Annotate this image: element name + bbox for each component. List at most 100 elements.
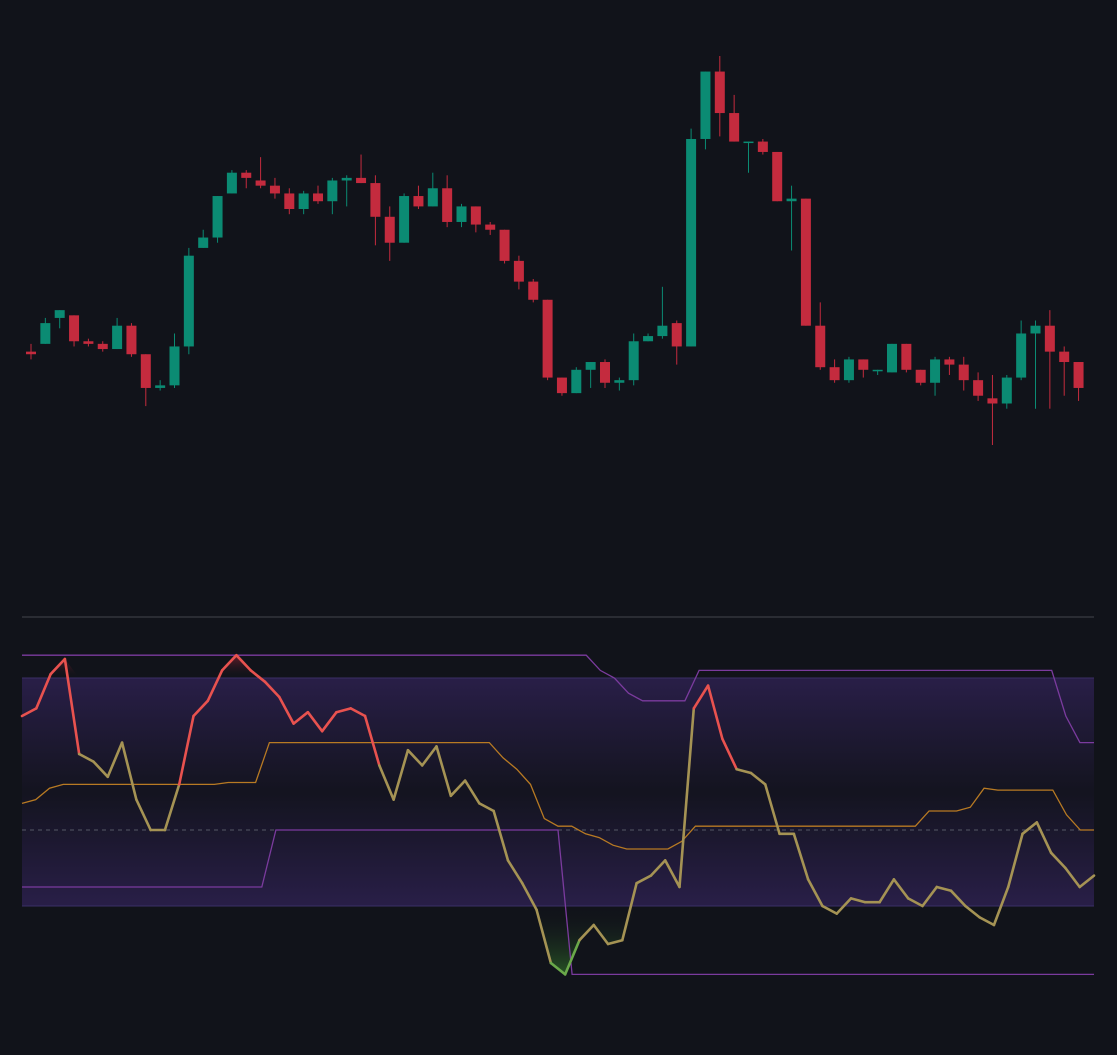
oscillator-segment <box>478 802 495 813</box>
candle-body <box>556 377 567 394</box>
oscillator-segment <box>34 672 52 710</box>
candle-body <box>399 196 410 243</box>
oscillator-segment <box>949 889 967 908</box>
candle-body <box>930 359 941 383</box>
oscillator-segment <box>964 904 981 919</box>
oscillator-segment <box>420 745 438 767</box>
candle-body <box>1073 362 1084 388</box>
candle-body <box>470 206 481 225</box>
candle-body <box>657 325 668 337</box>
oscillator-segment <box>578 923 596 942</box>
oscillator-segment <box>277 695 295 725</box>
candle-body <box>413 196 424 207</box>
candle-body <box>958 364 969 381</box>
candle-body <box>643 336 654 342</box>
oscillator-segment <box>835 897 853 915</box>
oscillator-band <box>22 678 1094 906</box>
candle-body <box>140 354 151 388</box>
candle-body <box>987 398 998 404</box>
candle-body <box>915 369 926 383</box>
overbought-fill <box>22 655 1094 678</box>
oscillator-segment <box>306 710 324 733</box>
oscillator-segment <box>235 653 252 672</box>
candle-body <box>241 172 252 178</box>
oscillator-segment <box>621 881 638 942</box>
oscillator-segment <box>763 783 781 836</box>
oscillator-segment <box>463 779 481 805</box>
oscillator-segment <box>906 897 924 908</box>
candle-body <box>542 299 553 378</box>
upper-channel-line <box>22 654 1094 744</box>
candle-body <box>872 369 883 372</box>
candle-body <box>815 325 826 368</box>
candle-body <box>427 188 438 207</box>
candle-body <box>456 206 467 222</box>
candle-body <box>97 343 108 350</box>
candle-body <box>313 193 323 202</box>
oscillator-segment <box>120 741 138 801</box>
candle-body <box>298 193 309 210</box>
candle-body <box>1016 333 1027 378</box>
oscillator-segment <box>635 874 653 885</box>
candle-body <box>944 359 955 365</box>
candle-body <box>829 367 840 381</box>
oscillator-segment <box>606 938 624 946</box>
candle-body <box>585 362 596 370</box>
candle-body <box>54 310 65 318</box>
candle-body <box>284 193 295 210</box>
candle-body <box>700 71 711 139</box>
candle-body <box>571 369 582 394</box>
candle-body <box>600 362 610 383</box>
oscillator-segment <box>535 908 553 965</box>
candle-body <box>628 341 639 381</box>
oscillator-segment <box>735 767 753 775</box>
oscillator-segment <box>520 881 538 912</box>
oscillator-segment <box>49 657 67 676</box>
candle-body <box>858 359 869 370</box>
candle-body <box>327 180 338 202</box>
oscillator-segment <box>849 897 867 904</box>
oscillator-segment <box>435 745 453 798</box>
candle-body <box>1044 325 1055 352</box>
oscillator-segment <box>492 809 510 862</box>
candle-body <box>499 229 510 261</box>
candle-body <box>1059 351 1070 363</box>
oscillator-segment <box>106 741 124 779</box>
candle-body <box>901 343 912 370</box>
oscillator-segment <box>206 669 224 703</box>
oscillator-segment <box>921 885 939 908</box>
candle-body <box>1001 377 1012 404</box>
oscillator-segment <box>563 938 581 976</box>
oscillator-pane <box>20 653 1096 976</box>
oscillator-segment <box>806 878 824 908</box>
oscillator-segment <box>663 859 681 889</box>
candle-body <box>772 151 783 202</box>
oscillator-segment <box>135 798 152 832</box>
oscillator-segment <box>177 714 195 786</box>
oscillator-segment <box>1021 821 1039 836</box>
candle-body <box>714 71 725 114</box>
oscillator-segment <box>406 748 424 767</box>
oscillator-segment <box>821 904 839 915</box>
oscillator-segment <box>649 859 667 877</box>
oscillator-segment <box>721 737 738 771</box>
oscillator-segment <box>63 657 81 756</box>
oscillator-segment <box>978 916 996 927</box>
price-pane <box>26 56 1084 445</box>
oscillator-segment <box>249 669 267 684</box>
oscillator-segment <box>449 779 467 798</box>
candle-body <box>212 196 223 238</box>
oscillator-segment <box>1006 832 1024 889</box>
candle-body <box>169 346 180 386</box>
oscillator-segment <box>678 707 696 889</box>
candle-body <box>686 138 697 347</box>
oscillator-segment <box>1064 866 1082 889</box>
oscillator-segment <box>1049 851 1067 870</box>
oscillator-segment <box>706 684 724 741</box>
candle-body <box>800 198 811 326</box>
oscillator-segment <box>192 699 210 718</box>
oscillator-segment <box>349 707 367 718</box>
oscillator-segment <box>878 878 896 904</box>
